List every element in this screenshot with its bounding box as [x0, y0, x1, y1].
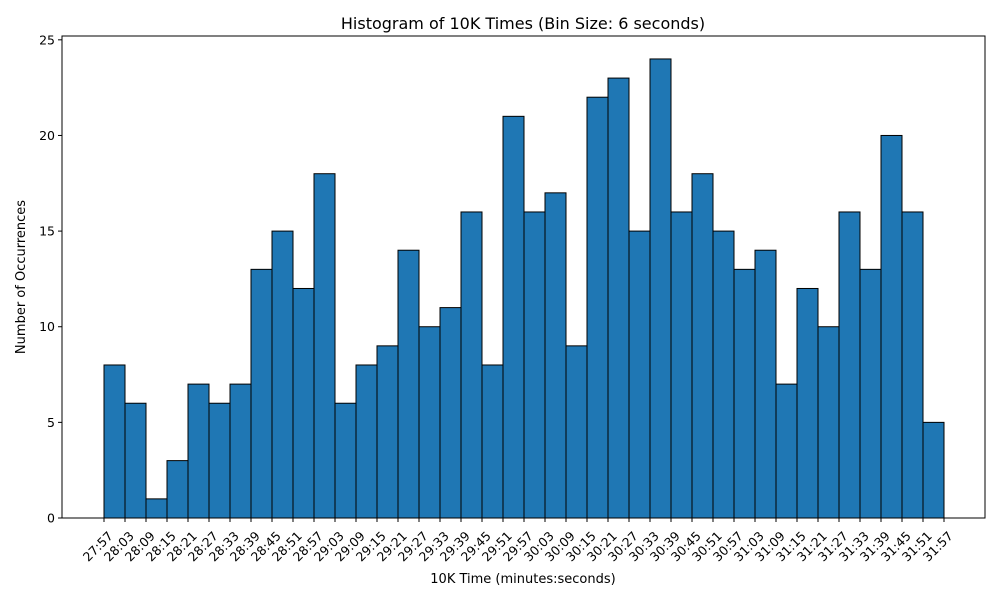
bar-28-03 — [124, 402, 147, 519]
bar-31-51 — [922, 421, 945, 519]
y-tick-label: 20 — [39, 128, 55, 143]
x-axis-label: 10K Time (minutes:seconds) — [430, 572, 615, 587]
y-axis: 0 5 10 15 20 25 — [39, 32, 62, 526]
bar-27-57 — [103, 364, 126, 519]
bar-30-27 — [628, 230, 651, 519]
bar-30-51 — [712, 230, 735, 519]
bar-28-21 — [187, 383, 210, 519]
bar-30-33 — [649, 58, 672, 519]
bar-28-33 — [229, 383, 252, 519]
y-tick-label: 10 — [39, 319, 55, 334]
bar-28-15 — [166, 460, 189, 519]
bar-31-03 — [754, 249, 777, 519]
bar-31-45 — [901, 211, 924, 519]
bar-30-03 — [544, 192, 567, 519]
bar-29-45 — [481, 364, 504, 519]
y-tick-label: 0 — [47, 511, 55, 526]
bar-29-03 — [334, 402, 357, 519]
bar-31-21 — [817, 326, 840, 519]
bar-29-09 — [355, 364, 378, 519]
bar-29-39 — [460, 211, 483, 519]
y-tick-label: 5 — [47, 415, 55, 430]
bar-28-39 — [250, 268, 273, 519]
bar-31-15 — [796, 287, 819, 519]
bars-group — [103, 58, 945, 519]
bar-28-09 — [145, 498, 168, 519]
chart-title: Histogram of 10K Times (Bin Size: 6 seco… — [341, 14, 705, 33]
bar-30-45 — [691, 173, 714, 519]
bar-29-57 — [523, 211, 546, 519]
bar-30-39 — [670, 211, 693, 519]
bar-31-33 — [859, 268, 882, 519]
bar-29-27 — [418, 326, 441, 519]
bar-30-21 — [607, 77, 630, 519]
bar-29-33 — [439, 307, 462, 519]
bar-31-09 — [775, 383, 798, 519]
bar-30-57 — [733, 268, 756, 519]
bar-28-27 — [208, 402, 231, 519]
bar-29-15 — [376, 345, 399, 519]
y-tick-label: 15 — [39, 224, 55, 239]
bar-30-09 — [565, 345, 588, 519]
bar-31-39 — [880, 134, 903, 519]
bar-28-45 — [271, 230, 294, 519]
y-tick-label: 25 — [39, 32, 55, 47]
bar-29-51 — [502, 115, 525, 519]
bar-28-57 — [313, 173, 336, 519]
bar-29-21 — [397, 249, 420, 519]
bar-28-51 — [292, 287, 315, 519]
bar-30-15 — [586, 96, 609, 519]
y-axis-label: Number of Occurrences — [14, 200, 29, 354]
bar-31-27 — [838, 211, 861, 519]
